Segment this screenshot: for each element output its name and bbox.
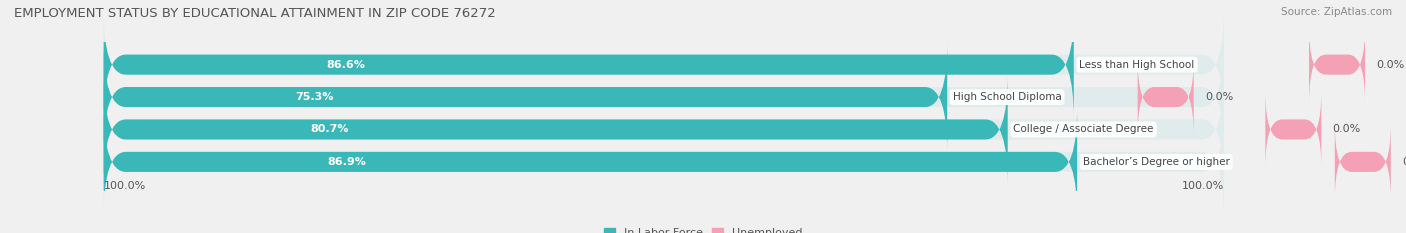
FancyBboxPatch shape [104,42,948,152]
Text: 80.7%: 80.7% [311,124,349,134]
Text: High School Diploma: High School Diploma [953,92,1062,102]
Text: College / Associate Degree: College / Associate Degree [1014,124,1154,134]
Text: 0.0%: 0.0% [1376,60,1405,70]
Text: 86.6%: 86.6% [326,60,366,70]
Text: 100.0%: 100.0% [104,181,146,191]
Text: Bachelor’s Degree or higher: Bachelor’s Degree or higher [1083,157,1230,167]
FancyBboxPatch shape [1137,58,1194,136]
Text: 0.0%: 0.0% [1205,92,1233,102]
FancyBboxPatch shape [1334,123,1391,200]
Text: 0.0%: 0.0% [1333,124,1361,134]
Text: 75.3%: 75.3% [295,92,333,102]
FancyBboxPatch shape [104,107,1077,217]
FancyBboxPatch shape [1309,26,1365,103]
FancyBboxPatch shape [104,75,1223,184]
FancyBboxPatch shape [1265,91,1322,168]
Text: Less than High School: Less than High School [1080,60,1195,70]
FancyBboxPatch shape [104,42,1223,152]
FancyBboxPatch shape [104,75,1008,184]
FancyBboxPatch shape [104,10,1074,120]
Text: 0.0%: 0.0% [1402,157,1406,167]
Text: EMPLOYMENT STATUS BY EDUCATIONAL ATTAINMENT IN ZIP CODE 76272: EMPLOYMENT STATUS BY EDUCATIONAL ATTAINM… [14,7,496,20]
FancyBboxPatch shape [104,10,1223,120]
Text: 100.0%: 100.0% [1181,181,1223,191]
Text: 86.9%: 86.9% [328,157,367,167]
Legend: In Labor Force, Unemployed: In Labor Force, Unemployed [599,223,807,233]
FancyBboxPatch shape [104,107,1223,217]
Text: Source: ZipAtlas.com: Source: ZipAtlas.com [1281,7,1392,17]
